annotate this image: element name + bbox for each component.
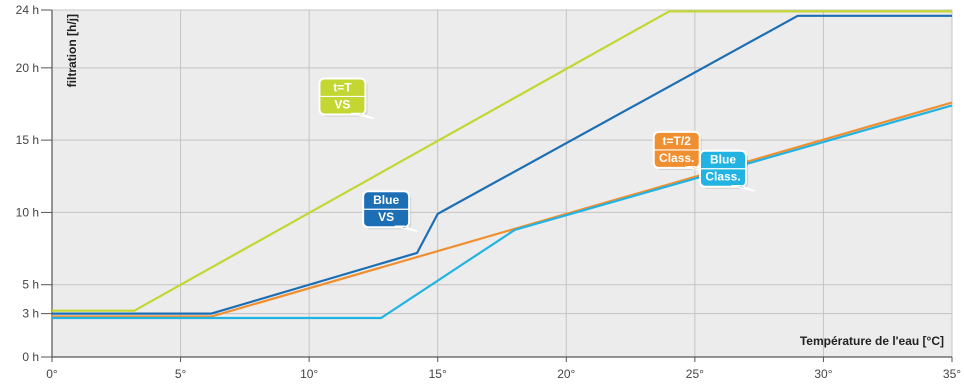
badge-label: Blue — [373, 193, 399, 207]
series-line-0 — [52, 10, 952, 312]
badge-label: VS — [378, 210, 394, 224]
y-tick-label: 24 h — [16, 3, 39, 17]
x-axis-title: Température de l'eau [°C] — [800, 334, 944, 348]
series-badge: t=T VS — [318, 77, 375, 120]
badge-label: t=T/2 — [663, 134, 692, 148]
series-badge: Blue Class. — [699, 149, 755, 192]
badge-pointer — [350, 112, 375, 120]
x-tick-label: 25° — [686, 367, 704, 381]
series-badge: t=T/2 Class. — [652, 130, 709, 173]
y-tick-label: 20 h — [16, 61, 39, 75]
badge-label: t=T — [333, 80, 352, 94]
grid-lines — [52, 9, 953, 357]
badge-pointer — [731, 184, 755, 192]
x-tick-label: 20° — [557, 367, 575, 381]
y-axis-title: filtration [h/j] — [65, 14, 79, 87]
x-tick-label: 30° — [814, 367, 832, 381]
y-tick-label: 5 h — [22, 278, 39, 292]
x-tick-label: 0° — [46, 367, 58, 381]
badge-pointer — [394, 225, 418, 232]
series-badge: Blue VS — [362, 190, 418, 232]
y-tick-label: 0 h — [22, 350, 39, 364]
badge-label: Class. — [659, 151, 694, 165]
y-tick-label: 10 h — [16, 205, 39, 219]
series-badges: t=T VS Blue VS t=T/2 Class. Blue Class. — [318, 77, 755, 232]
y-tick-label: 3 h — [22, 307, 39, 321]
x-tick-label: 5° — [175, 367, 187, 381]
y-tick-label: 15 h — [16, 133, 39, 147]
badge-label: Class. — [705, 170, 740, 184]
x-tick-label: 10° — [300, 367, 318, 381]
axes: 0° 5° 10° 15° 20° 25° 30° 35° 0 h 3 h 5 h 10 h 15 h 2… — [16, 3, 962, 381]
badge-label: Blue — [710, 153, 736, 167]
plot-area — [52, 10, 952, 357]
x-tick-label: 15° — [429, 367, 447, 381]
series-line-1 — [52, 14, 952, 315]
badge-label: VS — [334, 97, 350, 111]
x-tick-label: 35° — [943, 367, 961, 381]
